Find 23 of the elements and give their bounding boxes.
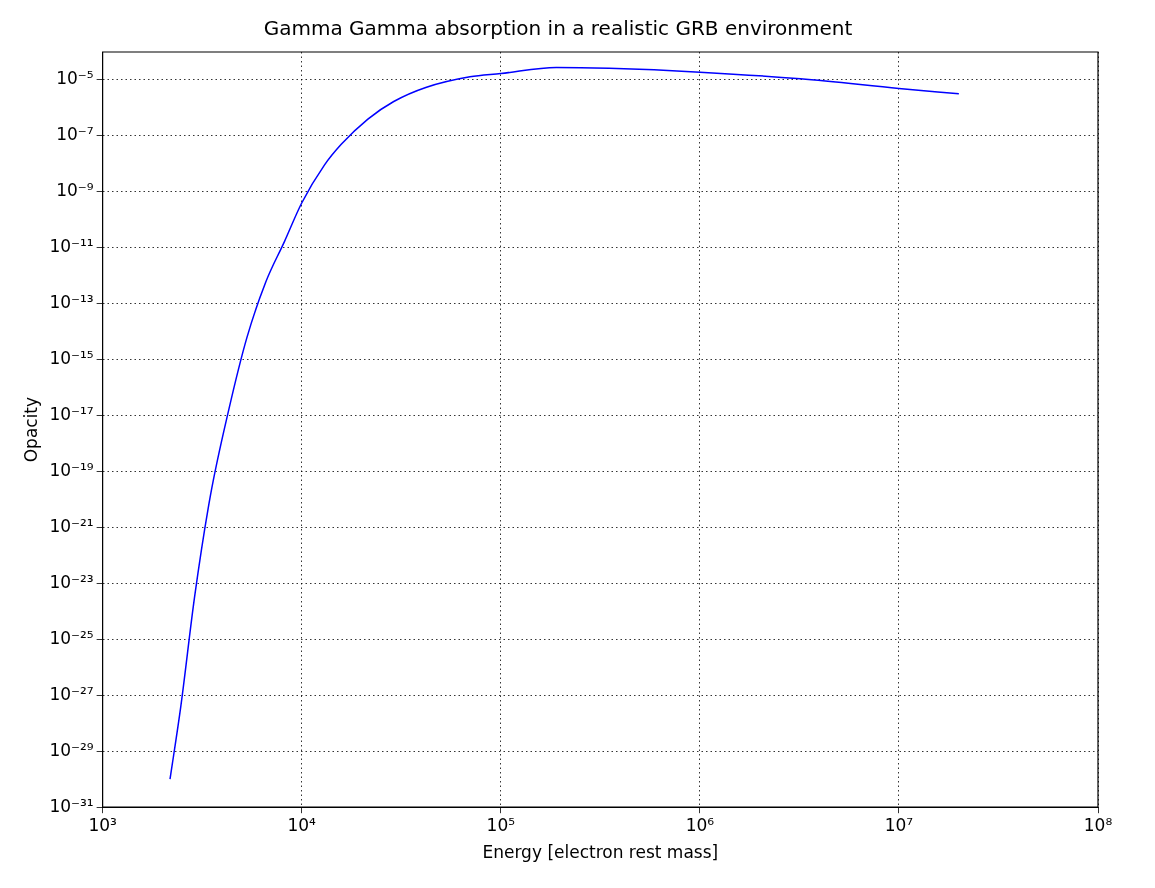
y-tick-label: 10⁻²³ [49,571,94,592]
y-tick-label: 10⁻¹⁹ [49,459,94,480]
y-tick-label: 10⁻³¹ [49,795,94,816]
x-tick-label: 10⁴ [287,814,317,835]
x-axis-title: Energy [electron rest mass] [482,842,719,863]
y-tick-label: 10⁻²¹ [49,515,94,536]
x-tick-label: 10⁵ [486,814,516,835]
y-tick-label: 10⁻¹⁷ [49,404,94,425]
y-tick-label: 10⁻²⁵ [49,627,94,648]
y-axis-title: Opacity [20,396,41,463]
y-tick-label: 10⁻¹¹ [49,236,94,257]
x-tick-label: 10³ [88,814,117,835]
x-tick-label: 10⁸ [1083,814,1113,835]
y-tick-label: 10⁻¹³ [49,292,94,313]
y-tick-label: 10⁻²⁷ [49,683,94,704]
y-tick-label: 10⁻¹⁵ [49,348,94,369]
x-tick-label: 10⁶ [685,814,715,835]
y-tick-label: 10⁻⁷ [56,124,94,145]
chart-title: Gamma Gamma absorption in a realistic GRB environment [263,16,853,41]
y-tick-label: 10⁻²⁹ [49,739,94,760]
x-tick-label: 10⁷ [884,814,914,835]
y-tick-label: 10⁻⁹ [56,180,94,201]
y-tick-label: 10⁻⁵ [56,68,94,89]
